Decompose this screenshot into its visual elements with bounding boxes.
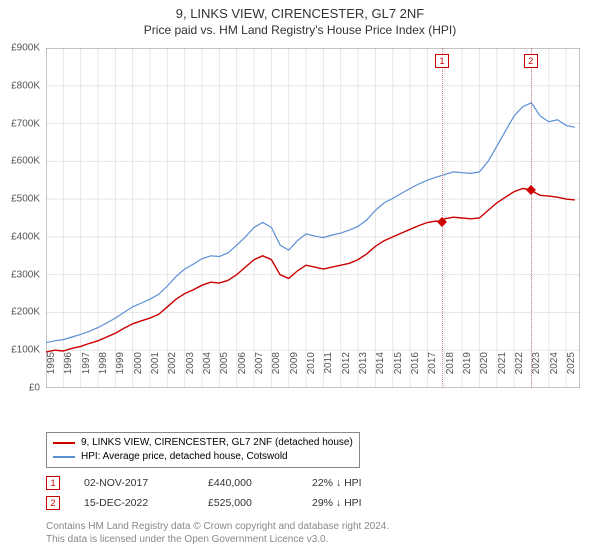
x-axis-label: 2001 — [150, 352, 161, 392]
sale-1-price: £440,000 — [208, 477, 288, 489]
sale-row-1: 1 02-NOV-2017 £440,000 22% ↓ HPI — [46, 476, 402, 490]
y-axis-label: £300K — [0, 269, 40, 280]
legend-swatch-hpi — [53, 456, 75, 458]
sale-callout-box: 2 — [524, 54, 538, 68]
x-axis-label: 2011 — [323, 352, 334, 392]
x-axis-label: 2007 — [254, 352, 265, 392]
x-axis-label: 2019 — [462, 352, 473, 392]
footer-line-2: This data is licensed under the Open Gov… — [46, 533, 389, 546]
y-axis-label: £800K — [0, 80, 40, 91]
x-axis-label: 2017 — [427, 352, 438, 392]
y-axis-label: £600K — [0, 156, 40, 167]
sale-2-price: £525,000 — [208, 497, 288, 509]
sale-row-2: 2 15-DEC-2022 £525,000 29% ↓ HPI — [46, 496, 402, 510]
chart-area: £0£100K£200K£300K£400K£500K£600K£700K£80… — [46, 48, 580, 388]
x-axis-label: 1998 — [98, 352, 109, 392]
sale-callout-box: 1 — [435, 54, 449, 68]
x-axis-label: 2000 — [133, 352, 144, 392]
x-axis-label: 2023 — [531, 352, 542, 392]
sale-2-diff: 29% ↓ HPI — [312, 497, 402, 509]
x-axis-label: 2025 — [566, 352, 577, 392]
legend-swatch-price-paid — [53, 442, 75, 444]
sale-1-date: 02-NOV-2017 — [84, 477, 184, 489]
chart-subtitle: Price paid vs. HM Land Registry's House … — [0, 23, 600, 37]
x-axis-label: 2008 — [271, 352, 282, 392]
x-axis-label: 2002 — [167, 352, 178, 392]
x-axis-label: 2012 — [341, 352, 352, 392]
sale-2-date: 15-DEC-2022 — [84, 497, 184, 509]
x-axis-label: 1995 — [46, 352, 57, 392]
x-axis-label: 2016 — [410, 352, 421, 392]
x-axis-label: 2015 — [393, 352, 404, 392]
x-axis-label: 2021 — [497, 352, 508, 392]
x-axis-label: 2013 — [358, 352, 369, 392]
sale-marker-2-icon: 2 — [46, 496, 60, 510]
x-axis-label: 1999 — [115, 352, 126, 392]
x-axis-label: 2022 — [514, 352, 525, 392]
x-axis-label: 1996 — [63, 352, 74, 392]
legend-row-hpi: HPI: Average price, detached house, Cots… — [53, 450, 353, 464]
y-axis-label: £500K — [0, 194, 40, 205]
x-axis-label: 2006 — [237, 352, 248, 392]
x-axis-label: 2014 — [375, 352, 386, 392]
legend-label-hpi: HPI: Average price, detached house, Cots… — [81, 450, 288, 464]
x-axis-label: 2004 — [202, 352, 213, 392]
x-axis-label: 2005 — [219, 352, 230, 392]
x-axis-label: 2010 — [306, 352, 317, 392]
chart-svg — [46, 48, 580, 388]
y-axis-label: £100K — [0, 345, 40, 356]
x-axis-label: 2024 — [549, 352, 560, 392]
sale-data-rows: 1 02-NOV-2017 £440,000 22% ↓ HPI 2 15-DE… — [46, 476, 402, 516]
x-axis-label: 1997 — [81, 352, 92, 392]
chart-container: 9, LINKS VIEW, CIRENCESTER, GL7 2NF Pric… — [0, 0, 600, 560]
y-axis-label: £0 — [0, 383, 40, 394]
sale-vertical-line — [531, 48, 532, 388]
legend-label-price-paid: 9, LINKS VIEW, CIRENCESTER, GL7 2NF (det… — [81, 436, 353, 450]
x-axis-label: 2003 — [185, 352, 196, 392]
y-axis-label: £900K — [0, 43, 40, 54]
sale-1-diff: 22% ↓ HPI — [312, 477, 402, 489]
sale-marker-1-icon: 1 — [46, 476, 60, 490]
y-axis-label: £200K — [0, 307, 40, 318]
y-axis-label: £400K — [0, 231, 40, 242]
x-axis-label: 2009 — [289, 352, 300, 392]
legend: 9, LINKS VIEW, CIRENCESTER, GL7 2NF (det… — [46, 432, 360, 468]
x-axis-label: 2020 — [479, 352, 490, 392]
title-block: 9, LINKS VIEW, CIRENCESTER, GL7 2NF Pric… — [0, 0, 600, 37]
footer-attribution: Contains HM Land Registry data © Crown c… — [46, 520, 389, 546]
footer-line-1: Contains HM Land Registry data © Crown c… — [46, 520, 389, 533]
x-axis-label: 2018 — [445, 352, 456, 392]
y-axis-label: £700K — [0, 118, 40, 129]
legend-row-price-paid: 9, LINKS VIEW, CIRENCESTER, GL7 2NF (det… — [53, 436, 353, 450]
chart-title-address: 9, LINKS VIEW, CIRENCESTER, GL7 2NF — [0, 6, 600, 21]
